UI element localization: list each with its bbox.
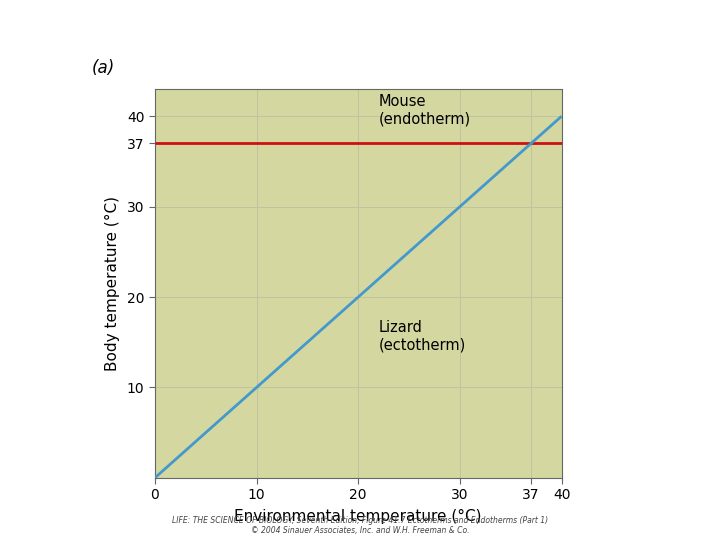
Text: © 2004 Sinauer Associates, Inc. and W.H. Freeman & Co.: © 2004 Sinauer Associates, Inc. and W.H.… (251, 525, 469, 535)
Text: LIFE: THE SCIENCE OF BIOLOGY, Seventh Edition, Figure 41.7 Ectotherms and Endoth: LIFE: THE SCIENCE OF BIOLOGY, Seventh Ed… (172, 516, 548, 525)
Y-axis label: Body temperature (°C): Body temperature (°C) (105, 196, 120, 371)
Text: Mouse
(endotherm): Mouse (endotherm) (379, 93, 471, 126)
Text: Lizard
(ectotherm): Lizard (ectotherm) (379, 320, 466, 352)
Text: (a): (a) (91, 59, 115, 77)
X-axis label: Environmental temperature (°C): Environmental temperature (°C) (235, 509, 482, 524)
Text: Figure 41.7  Ectotherms nd Endotherms (Part 1): Figure 41.7 Ectotherms nd Endotherms (Pa… (7, 14, 408, 31)
